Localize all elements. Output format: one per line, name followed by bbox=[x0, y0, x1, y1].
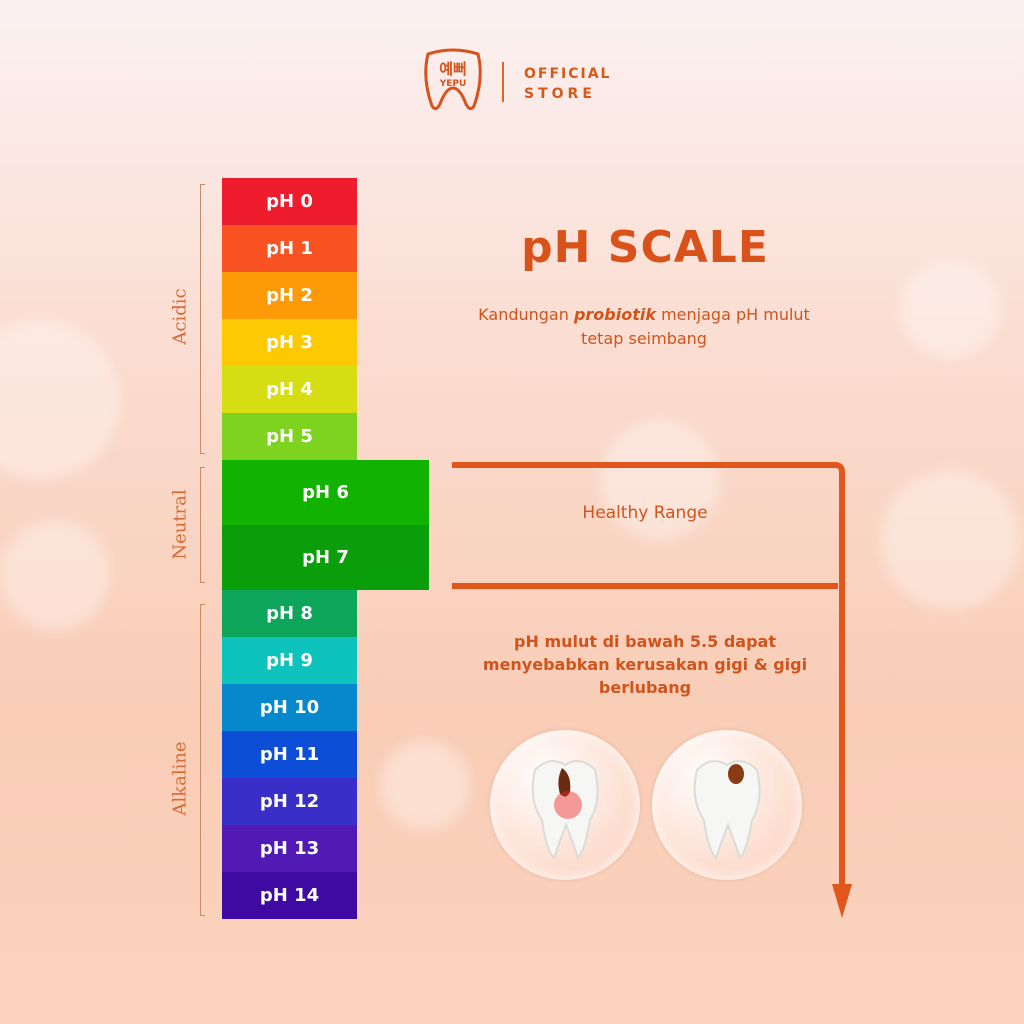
subtitle-after: menjaga pH mulut tetap seimbang bbox=[581, 305, 810, 348]
ph-segment-1: pH 1 bbox=[222, 225, 357, 272]
store-line2: STORE bbox=[524, 86, 596, 102]
ph-segment-14: pH 14 bbox=[222, 872, 357, 919]
bokeh-light bbox=[0, 520, 110, 630]
bokeh-light bbox=[900, 260, 1000, 360]
ph-segment-2: pH 2 bbox=[222, 272, 357, 319]
ph-segment-8: pH 8 bbox=[222, 590, 357, 637]
ph-segment-10: pH 10 bbox=[222, 684, 357, 731]
warning-text: pH mulut di bawah 5.5 dapat menyebabkan … bbox=[482, 632, 808, 697]
store-line1: OFFICIAL bbox=[524, 66, 612, 82]
brand-divider bbox=[502, 62, 504, 102]
ph-segment-12: pH 12 bbox=[222, 778, 357, 825]
official-store-label: OFFICIAL STORE bbox=[524, 64, 611, 104]
bokeh-light bbox=[600, 420, 720, 540]
arrow-head-icon bbox=[832, 884, 852, 918]
acidic-bracket bbox=[200, 184, 205, 454]
neutral-bracket bbox=[200, 467, 205, 583]
subtitle-emphasis: probiotik bbox=[573, 305, 656, 324]
brand-header: 예뻐 YEPU OFFICIAL STORE bbox=[420, 48, 620, 111]
ph-segment-4: pH 4 bbox=[222, 366, 357, 413]
logo-korean-text: 예뻐 bbox=[439, 60, 467, 78]
ph-segment-0: pH 0 bbox=[222, 178, 357, 225]
tooth-logo-icon: 예뻐 YEPU bbox=[424, 48, 482, 111]
healthy-range-label: Healthy Range bbox=[582, 503, 708, 523]
bokeh-light bbox=[880, 470, 1020, 610]
subtitle: Kandungan probiotik menjaga pH mulut tet… bbox=[458, 303, 830, 351]
alkaline-bracket bbox=[200, 604, 205, 916]
ph-segment-7: pH 7 bbox=[222, 525, 429, 590]
logo-yepu-text: YEPU bbox=[439, 79, 467, 89]
page-title: pH SCALE bbox=[521, 222, 769, 273]
ph-segment-3: pH 3 bbox=[222, 319, 357, 366]
ph-segment-5: pH 5 bbox=[222, 413, 357, 460]
tooth-bubble-left bbox=[490, 730, 640, 880]
subtitle-before: Kandungan bbox=[478, 305, 574, 324]
ph-segment-11: pH 11 bbox=[222, 731, 357, 778]
ph-segment-6: pH 6 bbox=[222, 460, 429, 525]
decayed-tooth-icon bbox=[531, 760, 599, 860]
tooth-bubble-right bbox=[652, 730, 802, 880]
ph-segment-13: pH 13 bbox=[222, 825, 357, 872]
ph-segment-9: pH 9 bbox=[222, 637, 357, 684]
cavity-tooth-icon bbox=[693, 760, 761, 860]
bokeh-light bbox=[380, 740, 470, 830]
